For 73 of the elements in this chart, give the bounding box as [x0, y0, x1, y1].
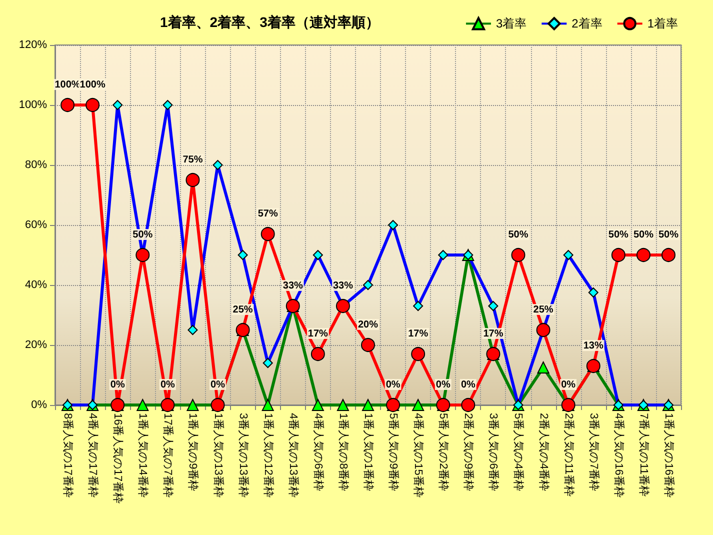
x-tick-label: 8番人気の17番枠 — [62, 413, 75, 498]
data-label: 50% — [658, 230, 679, 240]
y-tick-label: 80% — [24, 159, 48, 171]
x-tick-label: 1番人気の9番枠 — [186, 413, 200, 492]
data-label: 17% — [308, 328, 328, 340]
data-label: 0% — [160, 380, 176, 390]
point — [511, 248, 526, 262]
x-tick-label: 1番人気の16番枠 — [662, 413, 676, 498]
x-tick-label: 16番人気の17番枠 — [112, 413, 125, 504]
x-tick-label: 1番人気の12番枠 — [262, 413, 275, 498]
point — [661, 248, 676, 262]
data-label: 0% — [210, 380, 226, 390]
x-tick-label: 4番人気の13番枠 — [286, 413, 300, 498]
data-label: 0% — [386, 380, 400, 390]
data-label: 33% — [282, 280, 303, 292]
data-label: 25% — [232, 304, 253, 316]
x-tick-label: 4番人気の17番枠 — [86, 413, 100, 498]
x-tick-label: 1番人気の13番枠 — [212, 413, 225, 498]
data-label: 20% — [358, 320, 378, 330]
point — [60, 98, 75, 112]
x-tick-label: 5番人気の4番枠 — [512, 413, 526, 492]
x-tick-label: 4番人気の15番枠 — [412, 413, 426, 498]
data-label: 50% — [633, 230, 654, 240]
point — [411, 347, 426, 361]
legend-label: 1着率 — [647, 16, 678, 31]
data-label: 33% — [332, 280, 354, 292]
point — [461, 398, 476, 412]
y-tick-label: 100% — [18, 99, 48, 111]
x-tick-label: 4番人気の6番枠 — [312, 413, 325, 492]
data-label: 50% — [608, 230, 629, 240]
x-tick-label: 2番人気の9番枠 — [462, 413, 476, 492]
x-tick-label: 7番人気の11番枠 — [637, 413, 650, 497]
data-label: 0% — [436, 380, 450, 390]
data-label: 75% — [182, 154, 203, 166]
y-tick-label: 40% — [24, 279, 48, 291]
x-tick-label: 2番人気の11番枠 — [562, 413, 576, 497]
data-label: 17% — [483, 328, 504, 340]
y-tick-label: 20% — [24, 339, 48, 351]
data-label: 50% — [508, 230, 528, 240]
chart-title: 1着率、2着率、3着率（連対率順） — [160, 14, 380, 30]
x-tick-label: 3番人気の13番枠 — [236, 413, 250, 498]
data-label: 13% — [583, 340, 604, 352]
point — [361, 338, 375, 352]
legend-label: 2着率 — [572, 16, 602, 31]
data-label: 17% — [408, 328, 428, 340]
data-label: 0% — [110, 380, 125, 390]
point — [636, 248, 650, 262]
data-label: 57% — [258, 208, 278, 220]
y-tick-label: 0% — [31, 399, 48, 411]
x-tick-label: 4番人気の16番枠 — [612, 413, 626, 498]
point — [310, 347, 325, 361]
x-tick-label: 3番人気の6番枠 — [487, 413, 500, 492]
y-tick-label: 60% — [24, 219, 48, 231]
x-tick-label: 1番人気の8番枠 — [336, 413, 350, 492]
data-label: 0% — [561, 380, 576, 390]
x-tick-label: 1番人気の14番枠 — [136, 413, 150, 498]
data-label: 100% — [54, 80, 80, 90]
y-tick-label: 120% — [18, 39, 48, 51]
data-label: 25% — [533, 304, 554, 316]
x-tick-label: 17番人気の7番枠 — [162, 413, 175, 498]
x-tick-label: 5番人気の9番枠 — [387, 413, 400, 492]
x-tick-label: 1番人気の1番枠 — [362, 413, 375, 492]
data-label: 0% — [460, 380, 476, 390]
point — [86, 98, 100, 112]
data-label: 50% — [132, 230, 153, 240]
point — [260, 227, 275, 241]
data-label: 100% — [80, 80, 106, 90]
legend-label: 3着率 — [496, 16, 527, 31]
x-tick-label: 2番人気の4番枠 — [537, 413, 550, 492]
point — [611, 248, 626, 262]
x-tick-label: 5番人気の2番枠 — [437, 413, 450, 492]
point — [186, 173, 200, 187]
x-tick-label: 3番人気の7番枠 — [587, 413, 600, 492]
